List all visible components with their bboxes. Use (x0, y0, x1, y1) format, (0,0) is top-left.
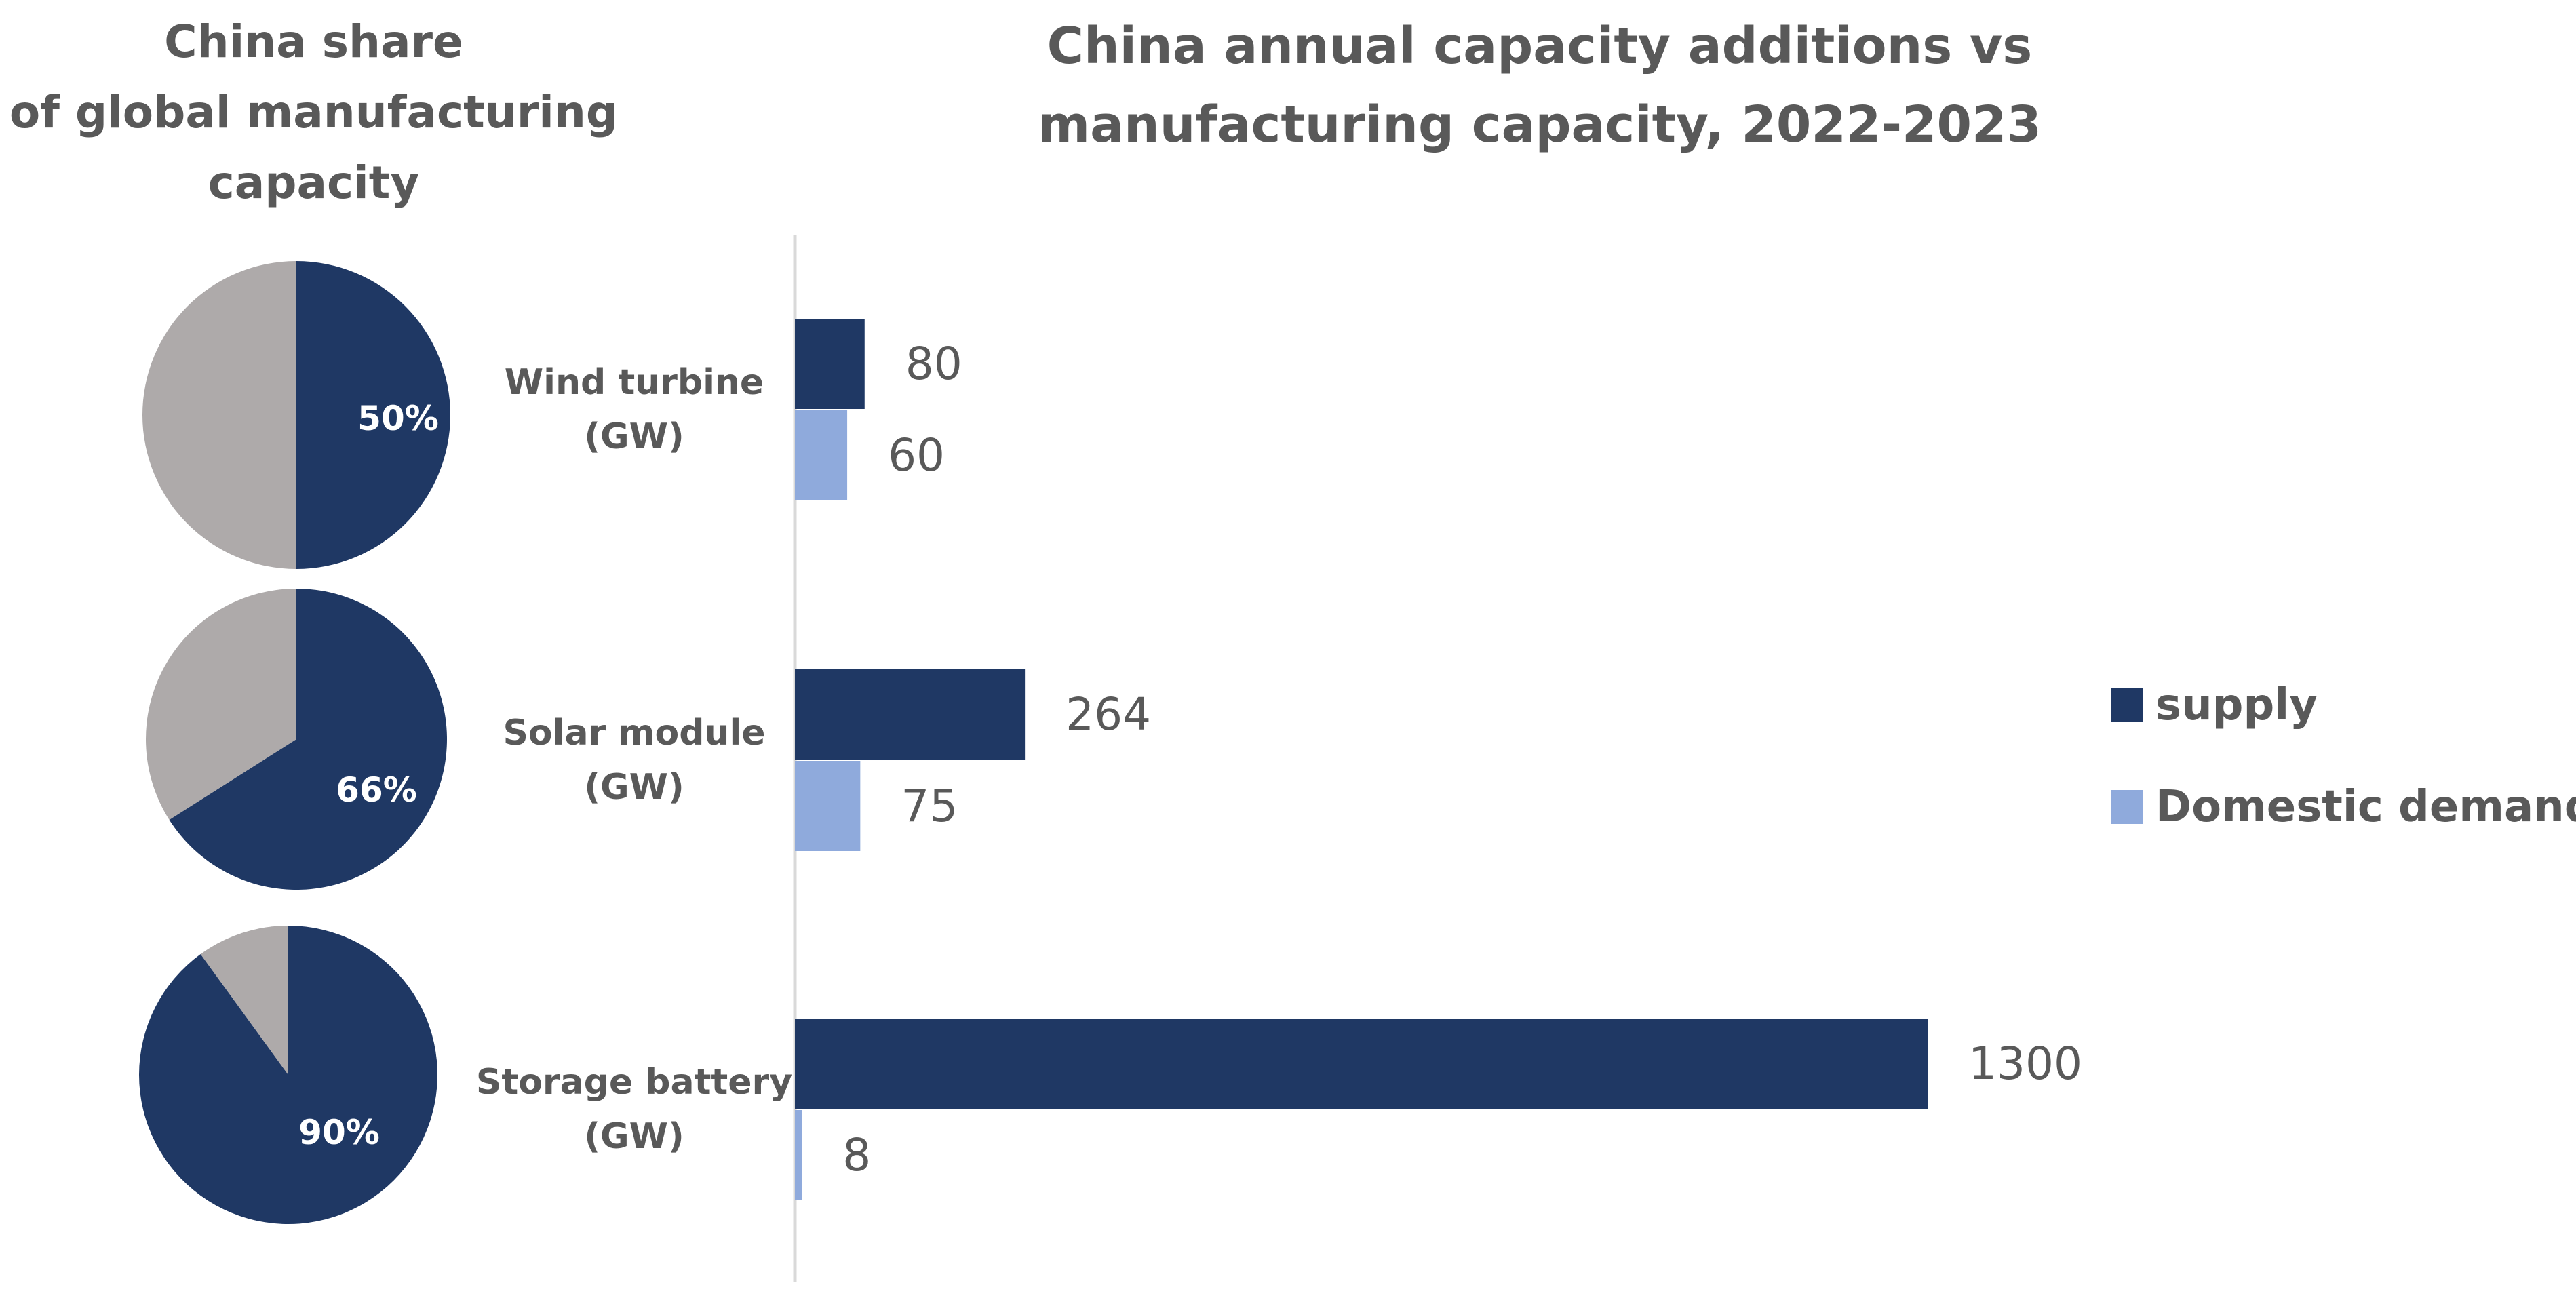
bar-data-label: 80 (905, 338, 962, 390)
legend-label: Domestic demand (2155, 782, 2576, 832)
bar-data-label: 75 (901, 780, 958, 832)
pie-slice-china (296, 261, 450, 569)
legend-swatch-domestic-demand (2111, 790, 2143, 824)
bar-domestic-demand (795, 1110, 802, 1200)
bar-domestic-demand (795, 761, 861, 851)
bar-data-label: 8 (842, 1129, 871, 1181)
pie-title-line: of global manufacturing (9, 86, 619, 138)
bar-supply (795, 1019, 1928, 1109)
pie-data-label: 66% (336, 770, 417, 810)
pie-chart-title: China share of global manufacturing capa… (0, 7, 627, 218)
legend-label: supply (2155, 680, 2318, 730)
bar-supply (795, 669, 1026, 760)
category-label: (GW) (584, 1116, 684, 1157)
category-label: Solar module (503, 713, 765, 753)
pie-slice-rest-of-world (200, 926, 288, 1075)
category-label: (GW) (584, 767, 684, 808)
pie-slice-rest-of-world (142, 261, 296, 569)
pie-data-label: 50% (357, 399, 439, 438)
bar-title-line: manufacturing capacity, 2022-2023 (1037, 96, 2042, 154)
category-label: (GW) (584, 416, 684, 457)
bar-domestic-demand (795, 410, 848, 500)
legend-swatch-supply (2111, 688, 2143, 722)
pie-slice-china (139, 926, 437, 1224)
bar-title-line: China annual capacity additions vs (1047, 17, 2033, 75)
pie-slice-china (169, 589, 448, 890)
pie-slice-rest-of-world (146, 589, 296, 820)
bar-data-label: 264 (1066, 688, 1151, 741)
pie-title-line: capacity (208, 157, 420, 209)
pie-title-line: China share (164, 16, 463, 68)
bar-data-label: 60 (888, 429, 945, 481)
bar-data-label: 1300 (1968, 1038, 2082, 1090)
bar-supply (795, 319, 865, 409)
category-label: Storage battery (476, 1062, 792, 1103)
pie-data-label: 90% (298, 1113, 380, 1152)
category-label: Wind turbine (505, 362, 764, 403)
bar-chart-title: China annual capacity additions vs manuf… (970, 7, 2109, 164)
